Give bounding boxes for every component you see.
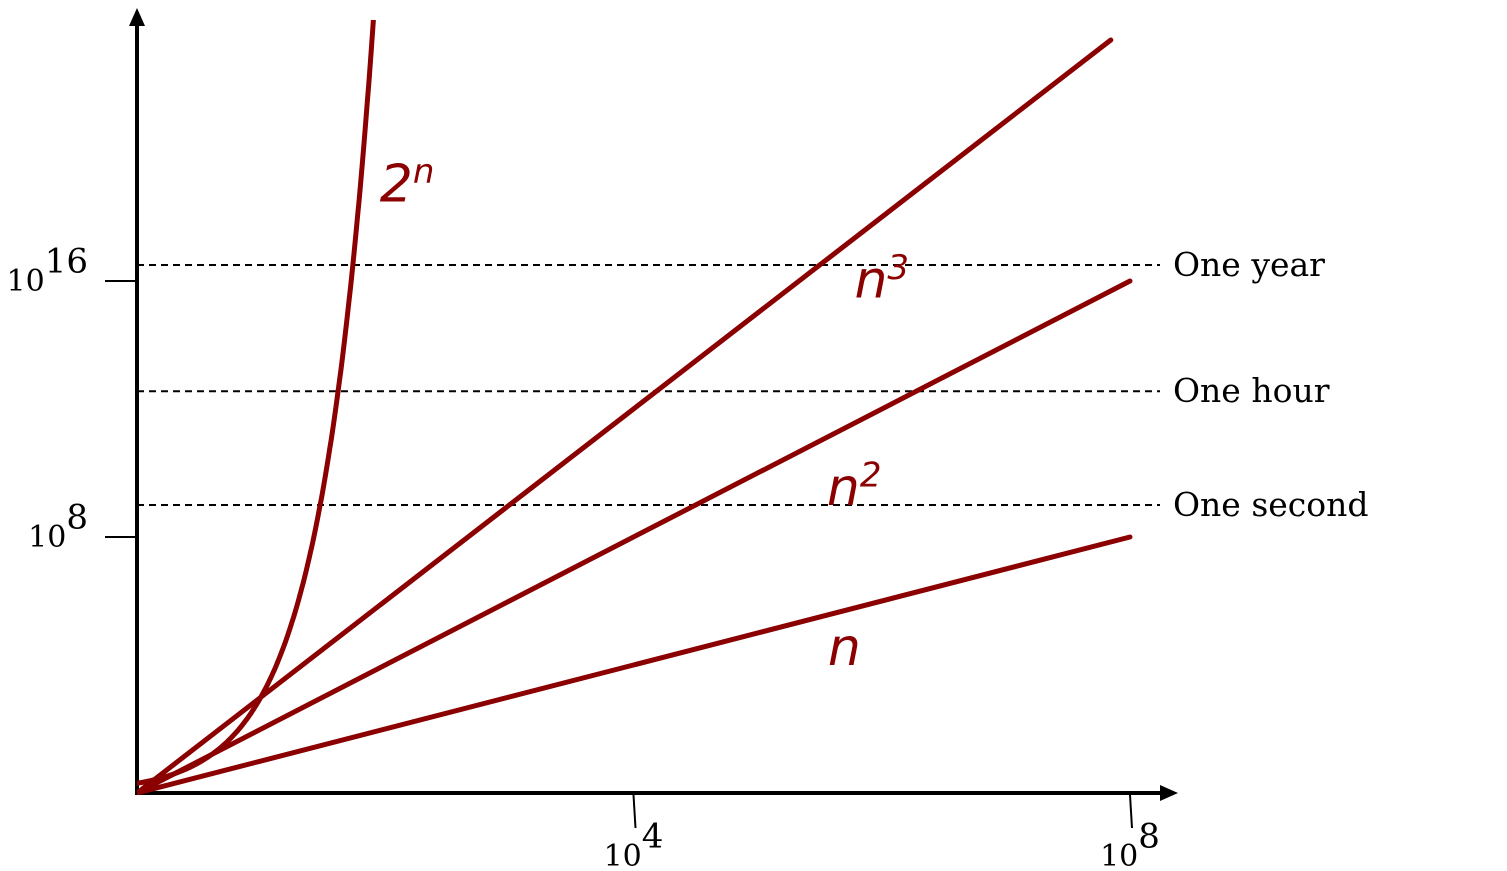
y-tick-label-base: 10 — [7, 264, 45, 299]
series-label: n3 — [854, 248, 909, 311]
y-axis-arrow — [129, 8, 145, 26]
x-tick — [632, 794, 637, 829]
series-label-exponent: n — [413, 152, 435, 192]
series-label-exponent: 2 — [860, 455, 882, 495]
series-label: n2 — [827, 455, 882, 518]
reference-line-label: One hour — [1173, 371, 1330, 410]
series-label-base: n — [854, 251, 887, 311]
series-line — [137, 534, 1133, 795]
x-tick — [1129, 794, 1133, 829]
series-label-base: 2 — [380, 155, 413, 215]
reference-line-label: One second — [1173, 485, 1369, 524]
y-tick-label-exponent: 16 — [45, 241, 88, 281]
y-tick-label: 108 — [28, 497, 88, 555]
series-line — [137, 278, 1133, 795]
series-label-exponent: 3 — [887, 248, 909, 288]
y-tick-label-exponent: 8 — [66, 497, 88, 537]
series-label-base: n — [828, 618, 861, 678]
y-tick-label: 1016 — [7, 241, 88, 299]
x-tick-label-base: 10 — [1100, 839, 1138, 871]
series-label-base: n — [827, 458, 860, 518]
series-line — [137, 37, 1114, 795]
series-label: 2n — [380, 152, 435, 215]
series — [137, 20, 1133, 795]
x-tick-label-base: 10 — [604, 839, 642, 871]
x-tick-label: 108 — [1100, 816, 1160, 871]
axes — [129, 8, 1178, 801]
x-axis-arrow — [1160, 785, 1178, 801]
x-tick-label-exponent: 4 — [642, 816, 664, 856]
reference-line-label: One year — [1173, 245, 1325, 284]
x-tick-label-exponent: 8 — [1138, 816, 1160, 856]
x-tick-label: 104 — [604, 816, 664, 871]
y-tick-label-base: 10 — [28, 520, 66, 555]
series-label: n — [828, 618, 861, 678]
